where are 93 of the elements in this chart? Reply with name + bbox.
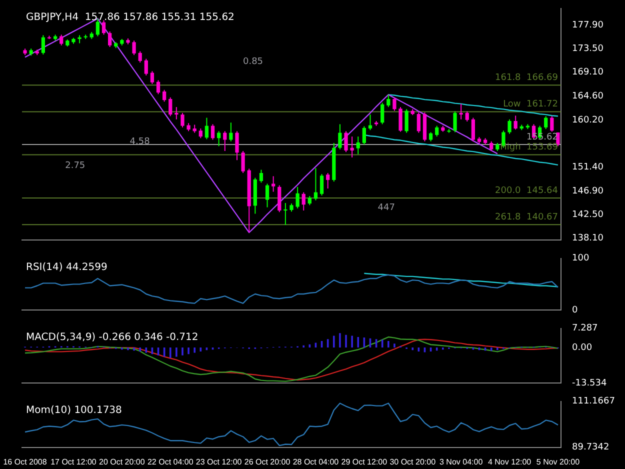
x-tick-label: 28 Oct 04:00 (292, 457, 340, 466)
candlestick (508, 118, 512, 134)
x-tick-label: 17 Oct 12:00 (50, 457, 97, 466)
candlestick (162, 89, 166, 102)
candlestick (465, 110, 469, 122)
x-tick-label: 3 Nov 04:00 (440, 457, 484, 466)
chart-title: Mom(10) 100.1738 (26, 404, 122, 416)
ref-line-label: High 153.69 (500, 142, 558, 153)
candlestick (259, 169, 264, 184)
candlestick (156, 80, 160, 95)
candlestick (544, 116, 548, 130)
x-tick-label: 20 Oct 20:00 (99, 457, 146, 466)
annotation: 0.85 (242, 57, 264, 68)
candlestick (338, 124, 342, 150)
candlestick (210, 124, 215, 140)
candlestick (138, 50, 142, 64)
candlestick (235, 130, 239, 161)
candlestick (296, 186, 300, 209)
candlestick (344, 130, 348, 153)
candlestick (223, 130, 227, 152)
candlestick (198, 128, 202, 139)
chart-title: MACD(5,34,9) -0.266 0.346 -0.712 (26, 332, 198, 343)
y-tick-label: 0.00 (572, 342, 592, 353)
y-tick-label: 142.50 (572, 210, 604, 220)
candlestick (386, 94, 390, 108)
candlestick (392, 96, 396, 112)
y-tick-label: 173.50 (572, 44, 604, 54)
candlestick (217, 130, 221, 147)
ref-line-label: 261.8 140.67 (495, 212, 558, 222)
candlestick (278, 184, 282, 213)
candlestick (435, 125, 439, 138)
y-tick-label: 177.90 (572, 20, 604, 30)
candlestick (326, 172, 330, 190)
candlestick (41, 34, 46, 56)
candlestick (380, 102, 384, 125)
y-tick-label: 138.10 (572, 234, 604, 244)
y-tick-label: 146.90 (572, 186, 604, 197)
y-tick-label: 160.20 (572, 115, 604, 126)
annotation: 2.75 (65, 161, 86, 172)
y-tick-label: 164.60 (572, 92, 604, 102)
x-tick-label: 23 Oct 12:00 (196, 457, 242, 466)
candlestick (416, 112, 420, 134)
candlestick (550, 116, 554, 132)
candlestick (60, 34, 64, 46)
candlestick (150, 70, 154, 84)
ref-line-label: 200.0 145.64 (495, 186, 558, 196)
candlestick (272, 176, 276, 192)
candlestick (108, 30, 112, 48)
candlestick (132, 40, 136, 56)
candlestick (362, 126, 366, 146)
candlestick (265, 183, 270, 208)
ref-line-label: Low 161.72 (503, 100, 558, 110)
y-tick-label: 7.287 (572, 324, 598, 334)
candlestick (459, 103, 463, 120)
x-tick-label: 4 Nov 12:00 (488, 457, 532, 466)
x-tick-label: 29 Oct 12:00 (341, 457, 388, 466)
candlestick (398, 106, 402, 132)
candlestick (174, 106, 178, 120)
y-tick-label: 169.10 (572, 68, 604, 78)
candlestick (453, 110, 457, 133)
y-tick-label: 89.7342 (572, 442, 610, 453)
candlestick (350, 136, 354, 158)
x-tick-label: 5 Nov 20:00 (536, 457, 580, 466)
y-tick-label: 100 (572, 254, 590, 264)
ref-line-label: 161.8 166.69 (495, 72, 558, 83)
chart-title: GBPJPY,H4 157.86 157.86 155.31 155.62 (26, 12, 234, 23)
x-tick-label: 22 Oct 04:00 (147, 457, 194, 466)
candlestick (490, 140, 494, 152)
candlestick (102, 20, 106, 36)
candlestick (180, 112, 184, 128)
candlestick (514, 115, 518, 130)
candlestick (144, 58, 148, 76)
y-tick-label: -13.534 (572, 378, 608, 388)
candlestick (320, 174, 324, 196)
x-tick-label: 30 Oct 20:00 (390, 457, 436, 466)
candlestick (471, 117, 475, 142)
candlestick (229, 122, 233, 142)
candlestick (204, 117, 209, 140)
candlestick (404, 108, 408, 134)
chart-title: RSI(14) 44.2599 (26, 262, 108, 273)
candlestick (308, 196, 312, 206)
y-tick-label: 111.1667 (572, 396, 615, 407)
annotation: 447 (378, 202, 395, 213)
candlestick (356, 136, 360, 155)
x-tick-label: 16 Oct 2008 (3, 457, 48, 466)
candlestick (284, 202, 288, 226)
candlestick (428, 132, 433, 142)
y-tick-label: 0 (572, 305, 578, 316)
candlestick (241, 150, 245, 174)
candlestick (302, 192, 306, 212)
y-tick-label: 151.40 (572, 162, 604, 172)
candlestick (168, 96, 172, 117)
x-tick-label: 26 Oct 20:00 (244, 457, 291, 466)
